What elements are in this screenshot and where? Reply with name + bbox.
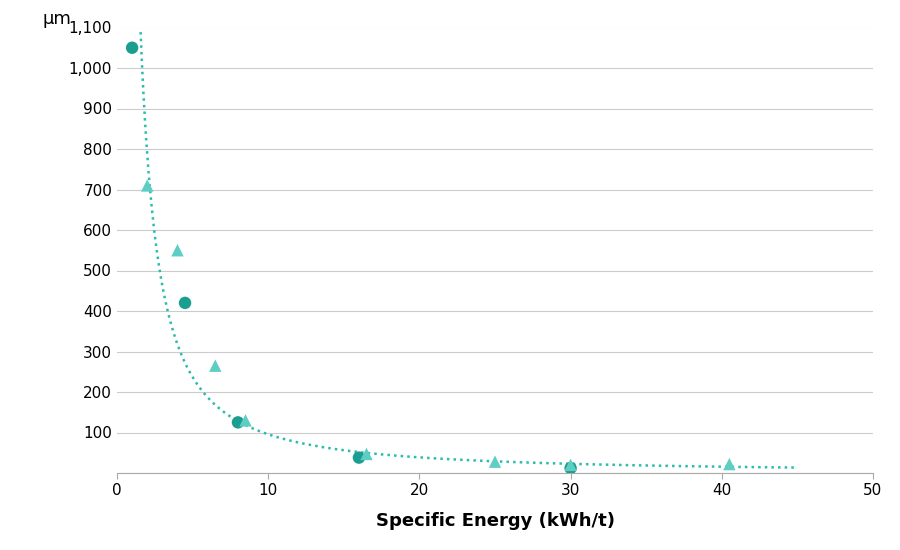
Point xyxy=(178,299,193,307)
Point xyxy=(140,181,155,190)
Point xyxy=(359,449,374,458)
Point xyxy=(170,246,184,255)
Point xyxy=(230,418,245,427)
Point xyxy=(125,43,140,52)
Y-axis label: μm: μm xyxy=(42,9,71,28)
Point xyxy=(352,453,366,462)
Point xyxy=(563,460,578,469)
Point xyxy=(488,457,502,466)
Point xyxy=(722,460,736,469)
Point xyxy=(208,361,222,370)
Point xyxy=(563,464,578,472)
Point xyxy=(238,416,253,425)
X-axis label: Specific Energy (kWh/t): Specific Energy (kWh/t) xyxy=(375,512,615,530)
